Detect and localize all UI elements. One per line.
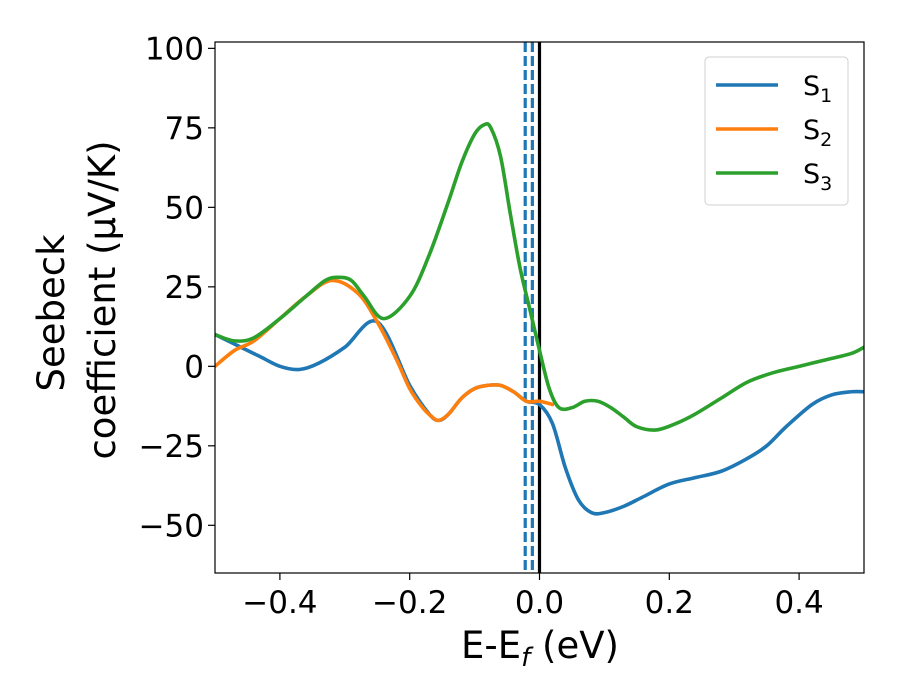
legend-label-subscript: 3 bbox=[820, 173, 832, 195]
y-tick-label: 75 bbox=[165, 111, 204, 147]
y-axis-ticks: −50 −25 0 25 50 75 100 bbox=[139, 31, 215, 544]
legend-label-main: S bbox=[803, 159, 820, 190]
series-line-s3 bbox=[215, 122, 864, 432]
x-tick-label: −0.4 bbox=[242, 585, 317, 621]
y-axis-title-line2: coefficient (μV/K) bbox=[81, 140, 124, 459]
legend-label-main: S bbox=[803, 71, 820, 102]
x-axis-ticks: −0.4 −0.2 0.0 0.2 0.4 bbox=[242, 573, 824, 621]
x-axis-title-unit: (eV) bbox=[530, 624, 619, 667]
reference-lines bbox=[523, 42, 542, 573]
series-lines bbox=[215, 122, 864, 516]
legend-label-subscript: 2 bbox=[820, 129, 832, 151]
y-tick-label: 0 bbox=[184, 349, 204, 385]
x-tick-label: 0.0 bbox=[515, 585, 564, 621]
x-tick-label: 0.4 bbox=[774, 585, 823, 621]
legend-box bbox=[704, 56, 849, 206]
legend-label-s3: S3 bbox=[803, 159, 832, 195]
y-tick-label: −25 bbox=[139, 429, 204, 465]
x-tick-label: −0.2 bbox=[372, 585, 447, 621]
legend-label-s1: S1 bbox=[803, 71, 832, 107]
y-axis-title-line1: Seebeck bbox=[30, 234, 73, 392]
y-tick-label: 100 bbox=[145, 31, 204, 67]
legend-label-main: S bbox=[803, 115, 820, 146]
legend-label-s2: S2 bbox=[803, 115, 832, 151]
y-tick-label: 50 bbox=[165, 190, 204, 226]
y-tick-label: −50 bbox=[139, 508, 204, 544]
x-axis-title: E-Ef (eV) bbox=[461, 624, 619, 673]
legend-label-subscript: 1 bbox=[820, 85, 832, 107]
y-tick-label: 25 bbox=[165, 270, 204, 306]
x-axis-title-main: E-E bbox=[461, 624, 521, 667]
x-tick-label: 0.2 bbox=[645, 585, 694, 621]
